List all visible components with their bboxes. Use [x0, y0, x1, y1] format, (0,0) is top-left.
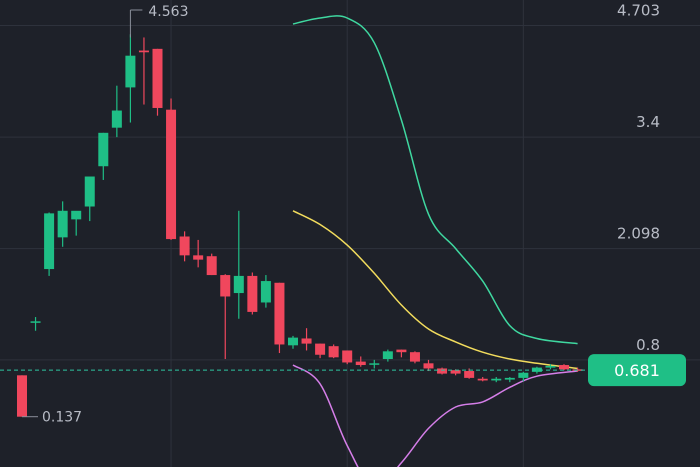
candle-down — [152, 48, 163, 116]
candle-down — [301, 328, 312, 351]
candle-body — [450, 370, 461, 374]
candle-body — [504, 377, 515, 380]
candle-down — [17, 375, 27, 417]
candle-body — [71, 210, 82, 220]
candle-down — [423, 359, 434, 372]
y-axis-labels: 4.703 3.4 2.098 0.8 — [617, 1, 660, 353]
candle-body — [206, 256, 217, 276]
candle-down — [328, 344, 339, 359]
candle-body — [84, 176, 95, 207]
upper-band-line — [292, 15, 578, 345]
bollinger-bands — [292, 15, 578, 467]
candle-body — [179, 236, 190, 256]
candle-body — [152, 48, 163, 108]
candle-body — [355, 361, 366, 366]
current-price-label: 0.681 — [614, 361, 660, 380]
candle-down — [138, 37, 149, 105]
candle-up — [369, 359, 380, 369]
y-axis-tick-label: 3.4 — [636, 113, 660, 131]
candle-down — [179, 231, 190, 262]
candle-body — [260, 281, 271, 303]
candle-down — [477, 377, 488, 382]
candle-body — [288, 337, 298, 346]
candles — [17, 34, 583, 417]
candle-body — [477, 378, 488, 381]
y-axis-tick-label: 0.8 — [636, 336, 660, 354]
candle-down — [559, 364, 569, 371]
candle-down — [396, 349, 407, 358]
candle-body — [396, 349, 407, 353]
candle-up — [288, 335, 298, 349]
candle-body — [437, 368, 448, 374]
candle-up — [84, 176, 95, 222]
candle-body — [166, 109, 177, 240]
candle-up — [531, 366, 542, 374]
annotations: 4.563 0.137 — [22, 4, 188, 426]
middle-band-line — [292, 210, 578, 370]
candle-body — [328, 346, 339, 358]
candle-body — [138, 50, 149, 53]
candle-body — [409, 352, 420, 362]
candle-down — [220, 274, 231, 360]
lower-band-line — [292, 364, 578, 467]
candle-body — [220, 275, 231, 297]
candle-up — [44, 212, 55, 276]
candle-body — [545, 365, 556, 368]
candle-body — [98, 132, 109, 167]
candle-up — [30, 317, 41, 331]
candle-up — [233, 210, 244, 319]
candle-down — [355, 356, 366, 367]
candle-down — [247, 272, 258, 315]
candle-up — [57, 201, 68, 247]
candle-up — [260, 275, 271, 308]
high-annotation-label: 4.563 — [148, 4, 188, 20]
candle-down — [206, 253, 217, 276]
candle-body — [44, 213, 55, 270]
candle-body — [301, 338, 312, 344]
y-axis-tick-label: 4.703 — [617, 1, 660, 19]
candle-body — [247, 275, 258, 312]
candle-down — [409, 351, 420, 364]
candle-up — [125, 34, 136, 123]
candle-body — [559, 365, 569, 370]
candle-body — [233, 275, 244, 294]
candle-body — [17, 375, 27, 417]
candle-body — [423, 363, 434, 369]
candle-body — [30, 321, 41, 323]
candle-up — [545, 364, 556, 370]
candle-body — [111, 110, 122, 128]
candle-body — [342, 350, 353, 363]
candle-down — [193, 239, 204, 268]
candle-down — [315, 343, 326, 359]
current-price-tag: 0.681 — [588, 354, 686, 387]
candle-body — [125, 55, 136, 88]
candle-up — [111, 85, 122, 138]
candle-body — [369, 363, 380, 365]
candle-body — [491, 378, 502, 381]
candle-body — [193, 255, 204, 260]
candle-up — [71, 210, 82, 236]
candle-body — [57, 210, 68, 238]
candle-body — [382, 351, 393, 360]
low-annotation-label: 0.137 — [42, 410, 82, 426]
candle-body — [531, 367, 542, 372]
candle-up — [98, 132, 109, 180]
candle-down — [342, 350, 353, 365]
candle-up — [518, 371, 529, 382]
candle-down — [274, 282, 285, 354]
current-price-tag-background — [588, 354, 686, 387]
candle-down — [437, 367, 448, 375]
candle-body — [274, 282, 285, 345]
candle-body — [315, 343, 326, 355]
candle-up — [382, 349, 393, 362]
y-axis-tick-label: 2.098 — [617, 225, 660, 243]
candle-up — [504, 377, 515, 383]
candle-up — [491, 377, 502, 383]
candle-body — [518, 372, 529, 378]
candle-body — [464, 371, 475, 378]
candle-down — [166, 98, 177, 240]
